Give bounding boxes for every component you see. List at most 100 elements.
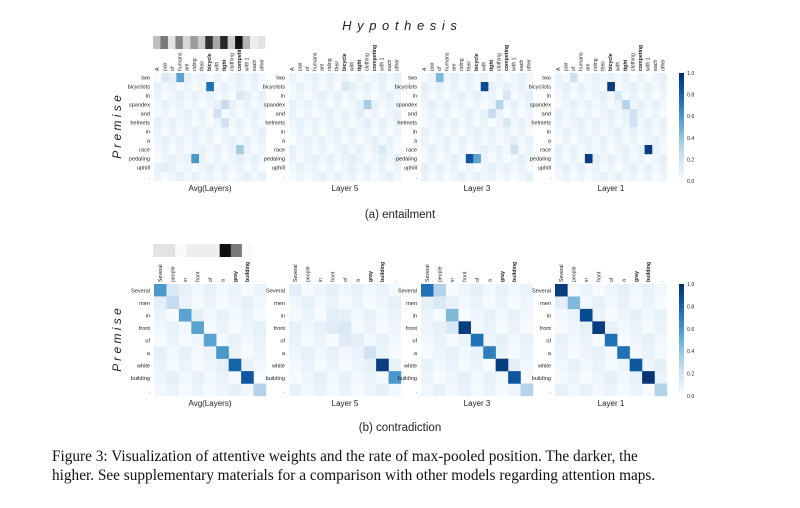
colorbar-segment — [679, 303, 684, 307]
heatmap-cell — [206, 172, 214, 182]
maxpool-rate-cell — [241, 244, 254, 257]
hypothesis-word: A — [155, 67, 161, 71]
premise-word: . — [415, 174, 417, 180]
heatmap-cell — [351, 371, 364, 384]
colorbar-segment — [679, 129, 684, 133]
heatmap-cell — [176, 145, 185, 155]
heatmap-cell — [154, 371, 167, 384]
hypothesis-word: pair — [429, 62, 435, 71]
heatmap-cell — [258, 172, 267, 182]
heatmap-title: Layer 5 — [332, 399, 359, 408]
hypothesis-word: building — [380, 262, 386, 282]
heatmap-cell — [191, 346, 204, 359]
heatmap-cell — [562, 136, 571, 146]
heatmap-cell — [356, 73, 364, 83]
premise-word: helmets — [531, 120, 551, 126]
heatmap-highlight-cell — [569, 73, 578, 83]
heatmap-cell — [228, 346, 242, 359]
heatmap-cell — [652, 118, 660, 128]
heatmap-cell — [443, 145, 452, 155]
heatmap-cell — [520, 333, 534, 347]
heatmap-cell — [161, 91, 170, 101]
heatmap-cell — [341, 73, 349, 83]
hypothesis-word: their — [467, 61, 473, 71]
heatmap-cell — [525, 172, 534, 182]
heatmap-cell — [161, 100, 170, 110]
heatmap-cell — [443, 100, 452, 110]
heatmap-cell — [356, 172, 364, 182]
heatmap-cell — [241, 346, 254, 359]
heatmap-cell — [510, 154, 519, 164]
heatmap-cell — [243, 91, 252, 101]
heatmap-cell — [203, 371, 217, 384]
hypothesis-word: tight — [623, 59, 629, 71]
heatmap-cell — [428, 172, 437, 182]
heatmap-cell — [203, 358, 217, 372]
heatmap-cell — [326, 172, 334, 182]
heatmap-cell — [577, 100, 586, 110]
heatmap-cell — [518, 154, 526, 164]
heatmap-cell — [555, 145, 563, 155]
heatmap-cell — [629, 371, 643, 384]
hypothesis-word: with 1 — [244, 57, 250, 71]
heatmap-cell — [652, 109, 660, 119]
heatmap-cell — [428, 91, 437, 101]
heatmap-cell — [216, 296, 229, 310]
heatmap-cell — [569, 127, 578, 137]
heatmap-cell — [584, 172, 593, 182]
heatmap-cell — [213, 118, 222, 128]
maxpool-rate-cell — [190, 36, 199, 49]
heatmap-cell — [311, 118, 320, 128]
heatmap-cell — [428, 73, 437, 83]
heatmap-cell — [555, 136, 563, 146]
heatmap-cell — [393, 118, 402, 128]
heatmap-cell — [435, 118, 444, 128]
heatmap-cell — [644, 73, 653, 83]
heatmap-cell — [555, 118, 563, 128]
hypothesis-word: each — [387, 60, 393, 71]
premise-word: spandex — [530, 102, 551, 108]
heatmap-cell — [251, 154, 259, 164]
heatmap-cell — [443, 172, 452, 182]
heatmap-cell — [178, 346, 192, 359]
premise-word: and — [408, 111, 417, 117]
heatmap-cell — [518, 127, 526, 137]
heatmap-cell — [607, 109, 615, 119]
heatmap-cell — [221, 127, 229, 137]
heatmap-cell — [569, 172, 578, 182]
heatmap-highlight-cell — [191, 154, 199, 164]
heatmap-highlight-cell — [644, 145, 653, 155]
premise-word: of — [412, 338, 417, 344]
heatmap-cell — [562, 172, 571, 182]
hypothesis-word: with — [616, 62, 622, 71]
heatmap-cell — [510, 109, 519, 119]
heatmap-highlight-cell — [503, 118, 511, 128]
heatmap-cell — [154, 73, 162, 83]
hypothesis-word: of — [208, 277, 214, 282]
colorbar-segment — [679, 368, 684, 372]
premise-word: Several — [266, 289, 285, 295]
heatmap-cell — [161, 82, 170, 92]
heatmap-cell — [241, 296, 254, 310]
heatmap-cell — [213, 91, 222, 101]
heatmap-highlight-cell — [614, 91, 623, 101]
heatmap-cell — [503, 127, 511, 137]
colorbar-segment — [679, 105, 684, 109]
heatmap-cell — [363, 383, 377, 397]
heatmap-cell — [567, 346, 581, 359]
hypothesis-word: with — [215, 62, 221, 71]
panel-caption-2: (b) contradiction — [359, 422, 441, 434]
premise-word: in — [281, 93, 285, 99]
heatmap-cell — [421, 82, 429, 92]
colorbar-tick: 0.2 — [687, 157, 694, 163]
heatmap-cell — [318, 154, 327, 164]
heatmap-cell — [562, 82, 571, 92]
maxpool-rate-cell — [219, 244, 232, 257]
heatmap-cell — [303, 109, 312, 119]
heatmap-cell — [154, 383, 167, 397]
heatmap-cell — [243, 118, 252, 128]
hypothesis-word: a — [355, 279, 361, 282]
heatmap-cell — [577, 172, 586, 182]
colorbar-segment — [679, 140, 684, 144]
heatmap-highlight-cell — [241, 371, 254, 384]
